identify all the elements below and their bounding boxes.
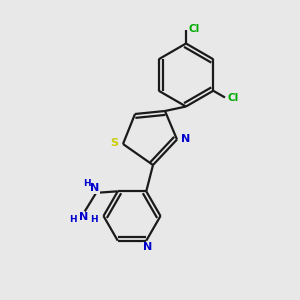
Text: H: H [70,215,77,224]
Text: Cl: Cl [228,92,239,103]
Text: N: N [79,212,88,222]
Text: N: N [143,242,152,252]
Text: S: S [110,137,118,148]
Text: H: H [83,179,90,188]
Text: N: N [90,183,99,193]
Text: H: H [90,215,98,224]
Text: Cl: Cl [189,23,200,34]
Text: N: N [182,134,190,145]
